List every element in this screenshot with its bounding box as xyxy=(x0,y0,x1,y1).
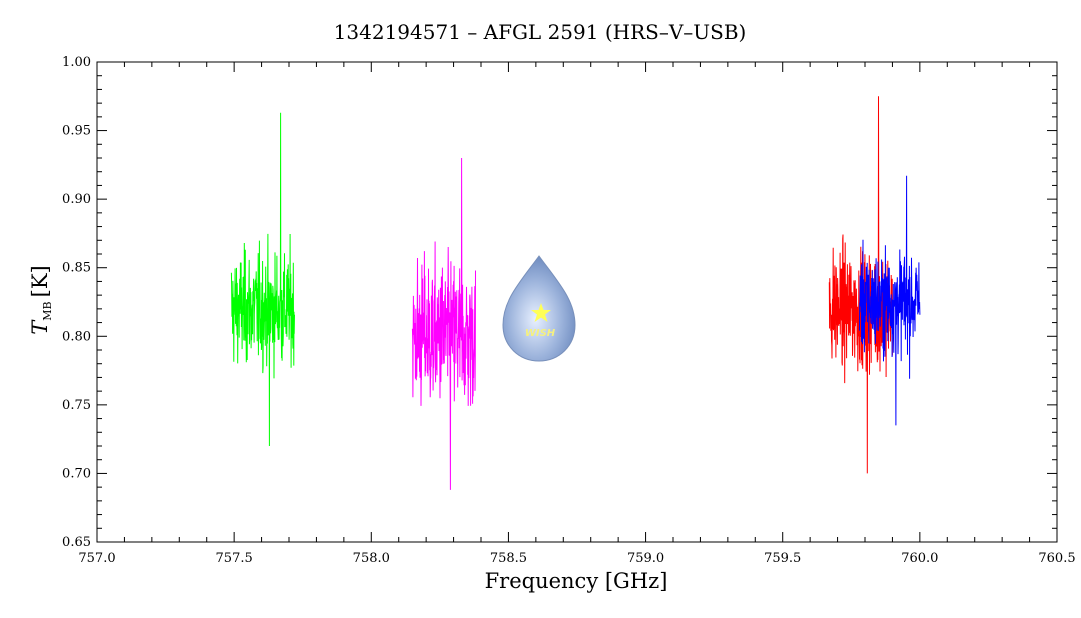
x-tick-label: 759.0 xyxy=(627,551,664,566)
spectrum-series-2 xyxy=(411,157,476,490)
axis-ticks xyxy=(96,61,1058,543)
x-tick-label: 758.5 xyxy=(490,551,527,566)
x-tick-label: 758.0 xyxy=(353,551,390,566)
x-tick-labels: 757.0 757.5 758.0 758.5 759.0 759.5 760.0 760.5 xyxy=(78,551,1075,566)
spectrum-series-4 xyxy=(859,175,921,426)
spectrum-series-1 xyxy=(230,112,295,447)
water-drop-icon xyxy=(502,255,576,362)
y-axis-symbol: T xyxy=(28,319,52,335)
x-tick-label: 760.5 xyxy=(1038,551,1075,566)
chart-title: 1342194571 – AFGL 2591 (HRS–V–USB) xyxy=(334,20,747,44)
x-tick-label: 757.0 xyxy=(78,551,115,566)
wish-logo: WISH xyxy=(502,255,576,362)
spectra-series xyxy=(230,96,921,490)
x-axis-label: Frequency [GHz] xyxy=(485,569,668,593)
y-tick-label: 0.70 xyxy=(62,466,91,481)
y-tick-labels: 0.65 0.70 0.75 0.80 0.85 0.90 0.95 1.00 xyxy=(62,55,91,550)
y-tick-label: 0.95 xyxy=(62,124,91,139)
y-tick-label: 0.65 xyxy=(62,535,91,550)
star-icon xyxy=(531,303,551,322)
plot-frame xyxy=(96,61,1058,543)
x-tick-label: 760.0 xyxy=(901,551,938,566)
y-tick-label: 0.80 xyxy=(62,329,91,344)
y-tick-label: 0.90 xyxy=(62,192,91,207)
y-axis-unit: [K] xyxy=(28,265,52,297)
logo-text: WISH xyxy=(525,328,556,339)
y-axis-subscript: MB xyxy=(41,301,54,320)
x-tick-label: 759.5 xyxy=(764,551,801,566)
y-axis-label: TMB [K] xyxy=(28,265,54,334)
y-tick-label: 0.85 xyxy=(62,261,91,276)
y-tick-label: 0.75 xyxy=(62,398,91,413)
x-tick-label: 757.5 xyxy=(216,551,253,566)
y-tick-label: 1.00 xyxy=(62,55,91,70)
